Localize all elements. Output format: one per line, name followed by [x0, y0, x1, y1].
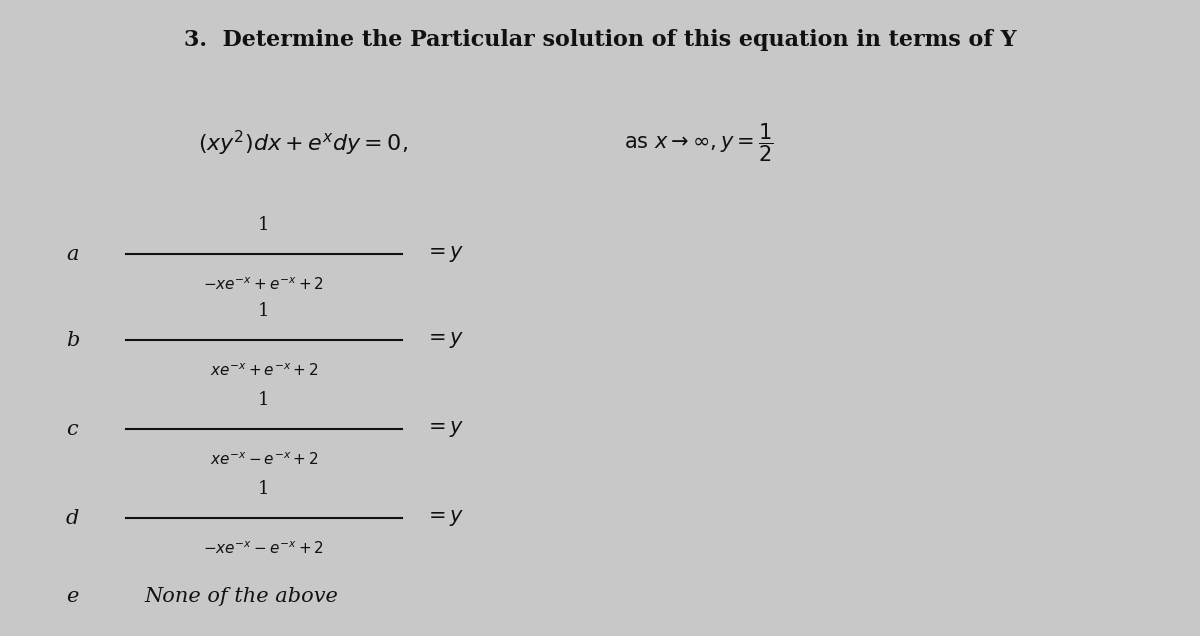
Text: $= y$: $= y$ [424, 419, 464, 439]
Text: b: b [66, 331, 79, 350]
Text: $(xy^2)dx + e^xdy = 0,$: $(xy^2)dx + e^xdy = 0,$ [198, 128, 408, 158]
Text: None of the above: None of the above [144, 587, 338, 606]
Text: $xe^{-x}+e^{-x}+2$: $xe^{-x}+e^{-x}+2$ [210, 363, 318, 379]
Text: $-xe^{-x}-e^{-x}+2$: $-xe^{-x}-e^{-x}+2$ [204, 541, 324, 557]
Text: 3.  Determine the Particular solution of this equation in terms of Y: 3. Determine the Particular solution of … [184, 29, 1016, 51]
Text: a: a [66, 245, 78, 264]
Text: $= y$: $= y$ [424, 244, 464, 265]
Text: $-xe^{-x}+e^{-x}+2$: $-xe^{-x}+e^{-x}+2$ [204, 277, 324, 293]
Text: $= y$: $= y$ [424, 508, 464, 529]
Text: 1: 1 [258, 480, 270, 498]
Text: 1: 1 [258, 391, 270, 409]
Text: d: d [66, 509, 79, 528]
Text: $\mathrm{as}\ x \rightarrow \infty, y = \dfrac{1}{2}$: $\mathrm{as}\ x \rightarrow \infty, y = … [624, 122, 774, 164]
Text: 1: 1 [258, 216, 270, 234]
Text: 1: 1 [258, 302, 270, 320]
Text: $= y$: $= y$ [424, 330, 464, 350]
Text: c: c [66, 420, 78, 439]
Text: e: e [66, 587, 78, 606]
Text: $xe^{-x}-e^{-x}+2$: $xe^{-x}-e^{-x}+2$ [210, 452, 318, 468]
